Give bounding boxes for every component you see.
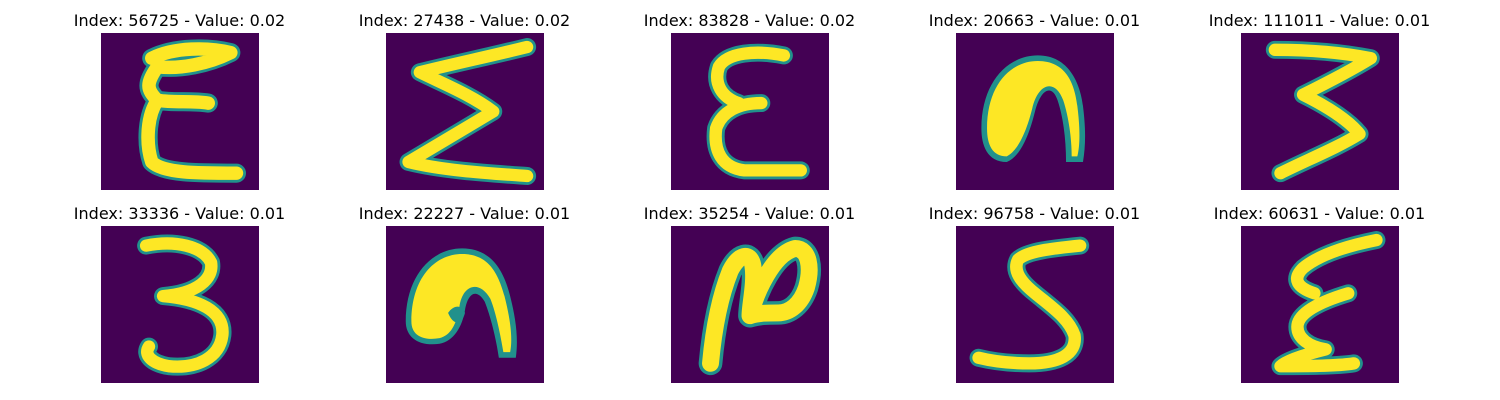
panel-1: Index: 56725 - Value: 0.02 (37, 11, 322, 201)
panel-title: Index: 56725 - Value: 0.02 (73, 11, 286, 30)
panel-3: Index: 83828 - Value: 0.02 (607, 11, 892, 201)
panel-title: Index: 83828 - Value: 0.02 (643, 11, 856, 30)
digit-image (671, 33, 829, 190)
panel-5: Index: 111011 - Value: 0.01 (1177, 11, 1462, 201)
digit-image (1241, 33, 1399, 190)
panel-title: Index: 60631 - Value: 0.01 (1213, 204, 1426, 223)
digit-image (386, 226, 544, 383)
panel-2: Index: 27438 - Value: 0.02 (322, 11, 607, 201)
panel-6: Index: 33336 - Value: 0.01 (37, 204, 322, 394)
panel-title: Index: 111011 - Value: 0.01 (1208, 11, 1431, 30)
digit-image (101, 226, 259, 383)
panel-title: Index: 27438 - Value: 0.02 (358, 11, 571, 30)
digit-image (1241, 226, 1399, 383)
panel-10: Index: 60631 - Value: 0.01 (1177, 204, 1462, 394)
panel-title: Index: 35254 - Value: 0.01 (643, 204, 856, 223)
digit-image (956, 33, 1114, 190)
panel-title: Index: 22227 - Value: 0.01 (358, 204, 571, 223)
digit-image (101, 33, 259, 190)
digit-image (956, 226, 1114, 383)
panel-title: Index: 33336 - Value: 0.01 (73, 204, 286, 223)
panel-8: Index: 35254 - Value: 0.01 (607, 204, 892, 394)
panel-9: Index: 96758 - Value: 0.01 (892, 204, 1177, 394)
digit-image (671, 226, 829, 383)
digit-image (386, 33, 544, 190)
panel-title: Index: 96758 - Value: 0.01 (928, 204, 1141, 223)
panel-7: Index: 22227 - Value: 0.01 (322, 204, 607, 394)
panel-title: Index: 20663 - Value: 0.01 (928, 11, 1141, 30)
panel-4: Index: 20663 - Value: 0.01 (892, 11, 1177, 201)
